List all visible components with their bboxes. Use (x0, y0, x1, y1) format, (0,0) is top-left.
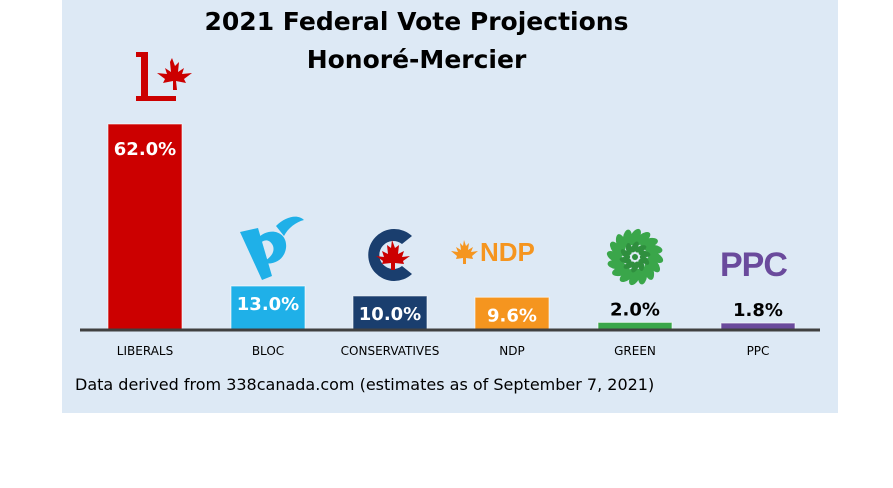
source-note: Data derived from 338canada.com (estimat… (75, 375, 655, 394)
chart-panel (62, 0, 838, 413)
ppc-logo-text: PPC (720, 246, 787, 284)
green-logo-petal (644, 244, 663, 254)
green-logo-petal (619, 268, 635, 283)
bar-green (597, 321, 673, 330)
data-label-green: 2.0% (610, 299, 660, 320)
data-label-ndp: 9.6% (487, 305, 537, 326)
conservative-logo-icon (368, 229, 412, 282)
green-logo-petal (609, 241, 624, 257)
category-label-bloc: BLOC (252, 344, 284, 358)
green-logo-petal (629, 268, 641, 286)
green-logo-petal (635, 231, 651, 246)
green-logo-petal-inner (630, 241, 639, 253)
liberal-logo-icon (136, 52, 192, 101)
green-logo-petal-inner (625, 243, 633, 255)
bloc-logo-icon (240, 216, 304, 280)
ppc-logo-icon: PPC (720, 246, 788, 284)
ndp-logo-icon: NDP (451, 237, 535, 267)
logos-group: NDP PPC (136, 52, 788, 286)
ndp-logo-text: NDP (480, 237, 535, 267)
data-label-conservatives: 10.0% (359, 304, 421, 325)
chart-subtitle: Honoré-Mercier (306, 45, 527, 74)
bar-liberals (107, 123, 183, 330)
green-logo-petal-inner (631, 261, 640, 273)
category-label-ppc: PPC (747, 344, 770, 358)
data-label-bloc: 13.0% (237, 294, 299, 315)
green-logo-icon (606, 228, 664, 286)
green-logo-petal-inner (620, 249, 631, 259)
category-label-liberals: LIBERALS (117, 344, 173, 358)
green-logo-petal (606, 251, 624, 263)
green-logo-petal-inner (639, 255, 650, 265)
green-logo-petal (646, 251, 664, 263)
data-label-liberals: 62.0% (114, 139, 176, 160)
data-label-ppc: 1.8% (733, 300, 783, 321)
green-logo-petal-inner (637, 259, 645, 271)
category-label-ndp: NDP (499, 344, 524, 358)
green-logo-petal (629, 228, 641, 246)
bar-ppc (720, 322, 796, 330)
category-labels-group: LIBERALS BLOC CONSERVATIVES NDP GREEN PPC (117, 344, 770, 358)
chart-title: 2021 Federal Vote Projections (204, 7, 629, 36)
category-label-green: GREEN (614, 344, 656, 358)
green-logo-petal (646, 257, 661, 273)
category-label-conservatives: CONSERVATIVES (341, 344, 440, 358)
bars-group: 62.0% 13.0% 10.0% 9.6% 2.0% 1.8% (107, 123, 796, 330)
green-logo-petal-inner (638, 250, 651, 257)
green-logo-center (632, 254, 638, 260)
